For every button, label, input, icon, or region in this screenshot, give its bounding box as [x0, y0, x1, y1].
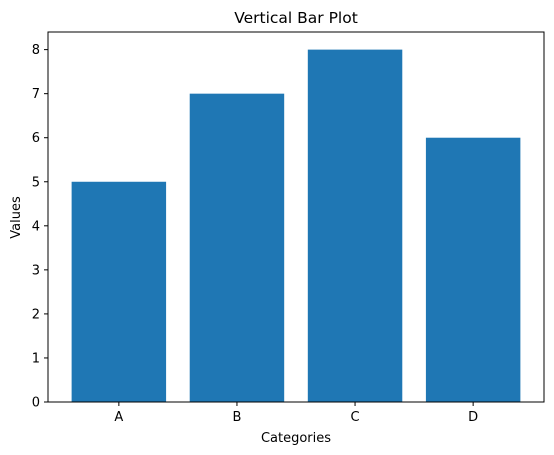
x-tick-label: B — [232, 410, 241, 425]
y-tick-label: 2 — [32, 307, 40, 322]
x-tick-label: A — [114, 410, 123, 425]
x-tick-label: C — [351, 410, 360, 425]
x-axis-label: Categories — [261, 431, 331, 446]
bar-b — [189, 93, 285, 403]
y-tick-label: 8 — [32, 43, 40, 58]
y-axis-ticks: 0 1 2 3 4 5 6 7 8 — [32, 43, 48, 411]
y-tick-label: 5 — [32, 175, 40, 190]
y-tick-label: 3 — [32, 263, 40, 278]
y-tick-label: 0 — [32, 396, 40, 411]
plot-frame — [47, 31, 545, 403]
bar-a — [71, 181, 167, 402]
y-tick-label: 7 — [32, 87, 40, 102]
x-axis-ticks: A B C D — [114, 402, 478, 425]
bar-c — [307, 49, 403, 402]
x-tick-label: D — [468, 410, 478, 425]
chart-title: Vertical Bar Plot — [234, 9, 358, 27]
bars-group — [71, 49, 521, 403]
y-axis-label: Values — [9, 196, 24, 239]
y-tick-label: 1 — [32, 351, 40, 366]
y-tick-label: 6 — [32, 131, 40, 146]
y-tick-label: 4 — [32, 219, 40, 234]
bar-d — [425, 137, 521, 402]
